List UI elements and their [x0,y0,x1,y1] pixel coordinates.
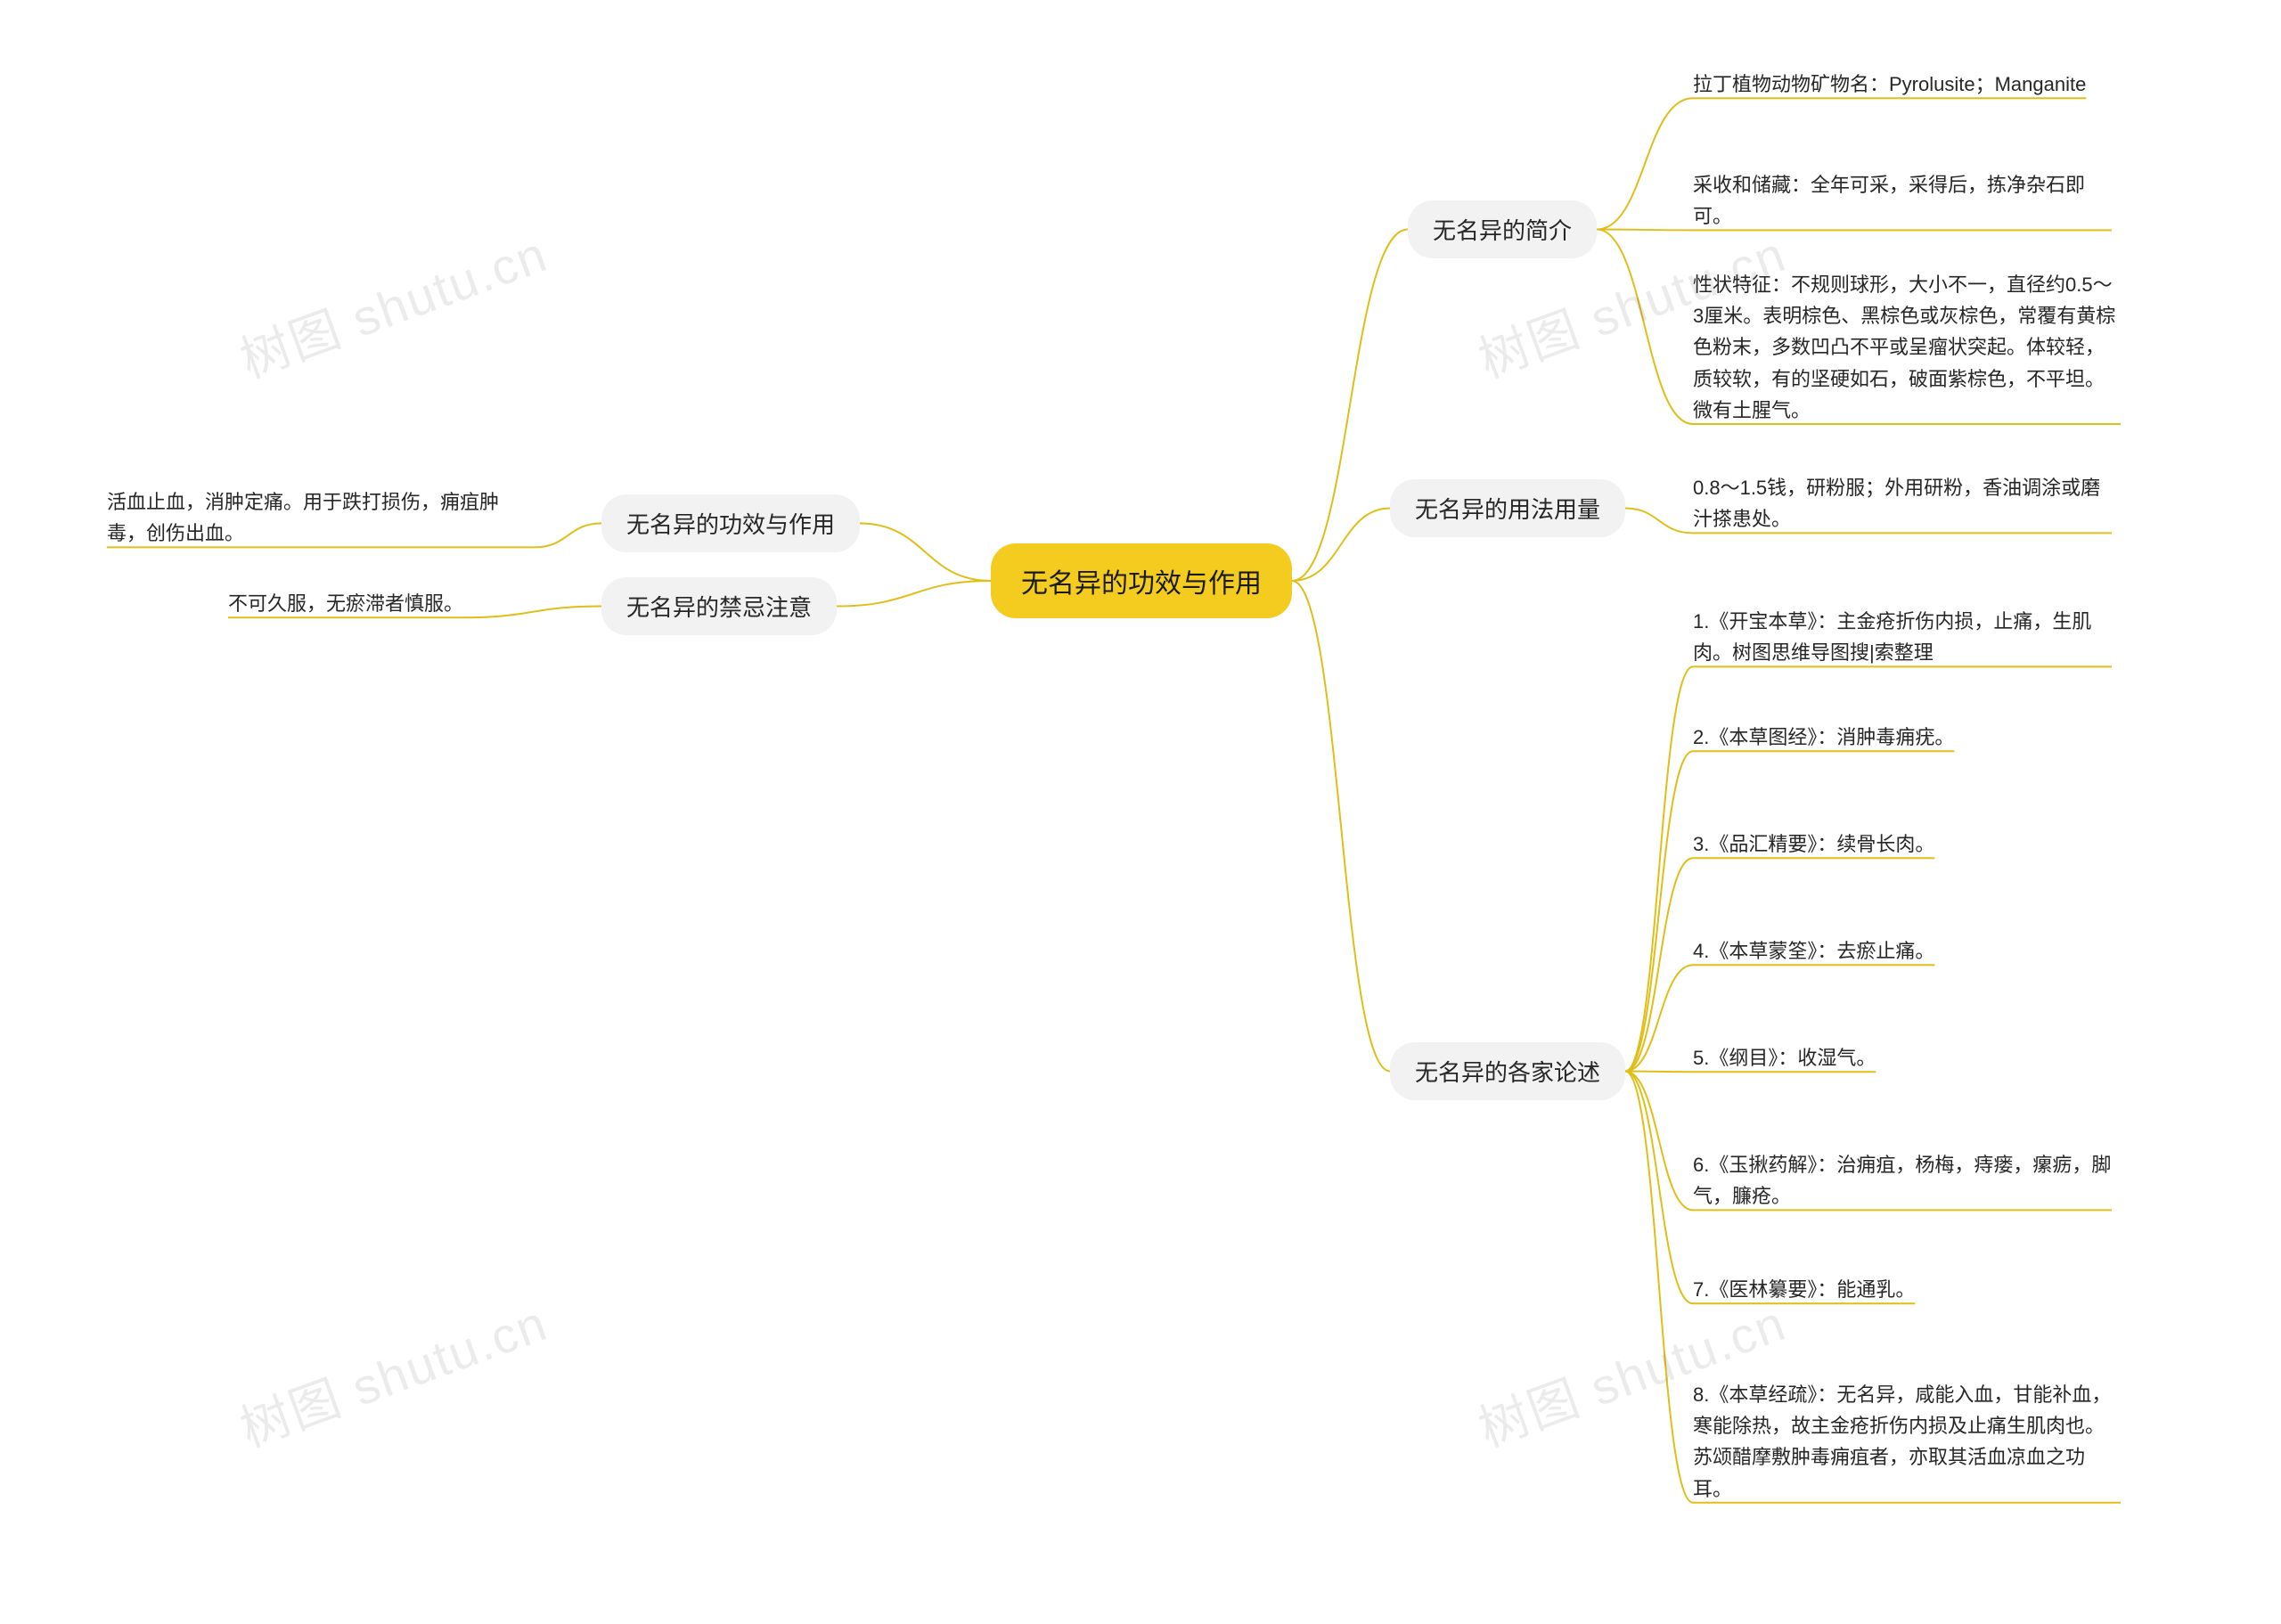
node-refs[interactable]: 无名异的各家论述 [1390,1042,1625,1100]
node-effects[interactable]: 无名异的功效与作用 [601,494,860,552]
watermark-0: 树图 shutu.cn [229,215,556,393]
leaf-refs-3: 4.《本草蒙筌》：去瘀止痛。 [1693,935,1934,967]
leaf-taboo-0: 不可久服，无瘀滞者慎服。 [228,588,463,619]
leaf-refs-1: 2.《本草图经》：消肿毒痈疣。 [1693,722,1954,753]
leaf-intro-1: 采收和储藏：全年可采，采得后，拣净杂石即可。 [1693,169,2112,232]
leaf-intro-2: 性状特征：不规则球形，大小不一，直径约0.5～3厘米。表明棕色、黑棕色或灰棕色，… [1693,269,2121,426]
leaf-refs-7: 8.《本草经疏》：无名异，咸能入血，甘能补血，寒能除热，故主金疮折伤内损及止痛生… [1693,1379,2121,1505]
node-intro[interactable]: 无名异的简介 [1408,200,1597,258]
node-dosage[interactable]: 无名异的用法用量 [1390,479,1625,537]
leaf-refs-5: 6.《玉揪药解》：治痈疽，杨梅，痔瘘，瘰疬，脚气，臁疮。 [1693,1149,2112,1212]
leaf-effects-0: 活血止血，消肿定痛。用于跌打损伤，痈疽肿毒，创伤出血。 [107,486,535,549]
leaf-dosage-0: 0.8～1.5钱，研粉服；外用研粉，香油调涂或磨汁搽患处。 [1693,472,2112,535]
leaf-refs-6: 7.《医林纂要》：能通乳。 [1693,1274,1915,1305]
leaf-refs-4: 5.《纲目》：收湿气。 [1693,1042,1876,1073]
central-node[interactable]: 无名异的功效与作用 [991,543,1292,618]
leaf-refs-2: 3.《品汇精要》：续骨长肉。 [1693,828,1934,860]
leaf-intro-0: 拉丁植物动物矿物名：Pyrolusite；Manganite [1693,69,2086,100]
leaf-refs-0: 1.《开宝本草》：主金疮折伤内损，止痛，生肌肉。树图思维导图搜|索整理 [1693,606,2112,668]
node-taboo[interactable]: 无名异的禁忌注意 [601,577,837,635]
watermark-2: 树图 shutu.cn [229,1284,556,1462]
